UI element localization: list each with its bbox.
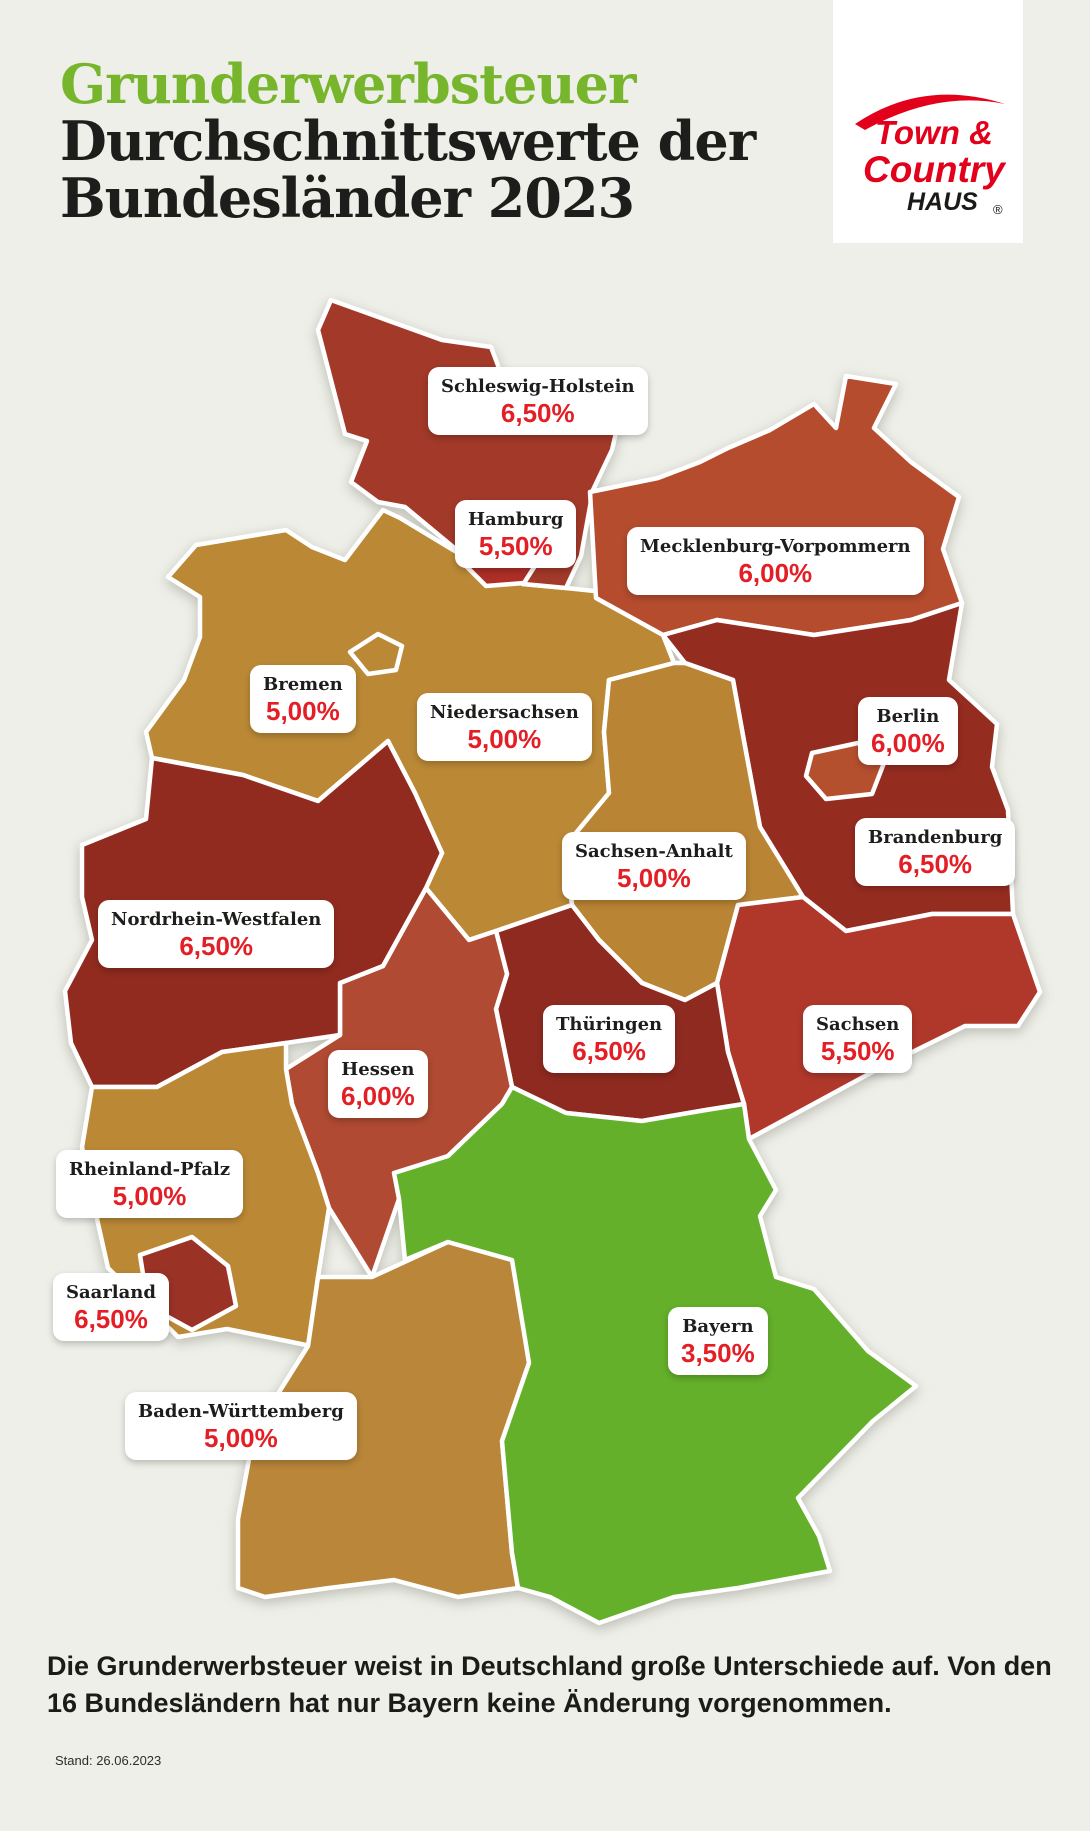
state-value: 6,50% xyxy=(572,1036,646,1066)
state-name: Thüringen xyxy=(556,1014,663,1035)
town-country-haus-logo: Town & Country HAUS ® xyxy=(855,94,1007,217)
state-name: Schleswig-Holstein xyxy=(441,376,635,397)
state-name: Sachsen xyxy=(816,1014,900,1035)
logo-town-text: Town & xyxy=(875,114,993,151)
state-label-hamburg: Hamburg 5,50% xyxy=(455,500,577,568)
state-value: 5,00% xyxy=(204,1423,278,1453)
state-name: Baden-Württemberg xyxy=(138,1401,344,1422)
state-label-saarland: Saarland 6,50% xyxy=(53,1273,169,1341)
state-label-hessen: Hessen 6,00% xyxy=(328,1050,428,1118)
state-label-mecklenburg-vorpommern: Mecklenburg-Vorpommern 6,00% xyxy=(627,527,924,595)
state-label-nordrhein-westfalen: Nordrhein-Westfalen 6,50% xyxy=(98,900,335,968)
state-name: Saarland xyxy=(66,1282,156,1303)
state-value: 6,50% xyxy=(898,849,973,879)
title-line-1: Grunderwerbsteuer xyxy=(60,52,636,116)
state-label-brandenburg: Brandenburg 6,50% xyxy=(855,818,1016,886)
state-label-thueringen: Thüringen 6,50% xyxy=(543,1005,676,1073)
state-value: 6,00% xyxy=(738,558,813,588)
title-line-3: Bundesländer 2023 xyxy=(60,166,635,230)
logo-haus-text: HAUS xyxy=(907,188,978,216)
state-value: 6,00% xyxy=(871,728,945,758)
logo-registered-mark: ® xyxy=(993,202,1003,217)
state-label-bremen: Bremen 5,00% xyxy=(250,665,356,733)
state-value: 3,50% xyxy=(681,1338,755,1368)
state-label-bayern: Bayern 3,50% xyxy=(668,1307,768,1375)
page-title: Grunderwerbsteuer Durchschnittswerte der… xyxy=(60,52,756,230)
state-label-berlin: Berlin 6,00% xyxy=(858,697,958,765)
state-value: 5,00% xyxy=(617,863,691,893)
state-label-schleswig-holstein: Schleswig-Holstein 6,50% xyxy=(428,367,648,435)
state-value: 6,00% xyxy=(341,1081,415,1111)
state-name: Berlin xyxy=(876,706,940,727)
state-value: 5,00% xyxy=(112,1181,187,1211)
footer-text: Die Grunderwerbsteuer weist in Deutschla… xyxy=(47,1648,1052,1722)
state-name: Brandenburg xyxy=(868,827,1003,848)
state-label-sachsen: Sachsen 5,50% xyxy=(803,1005,913,1073)
state-value: 6,50% xyxy=(74,1304,148,1334)
state-name: Hamburg xyxy=(468,509,564,530)
footer-line-2: 16 Bundesländern hat nur Bayern keine Än… xyxy=(47,1688,892,1718)
state-value: 5,50% xyxy=(820,1036,895,1066)
state-value: 6,50% xyxy=(500,398,575,428)
state-bayern xyxy=(391,1084,919,1626)
state-label-baden-wuerttemberg: Baden-Württemberg 5,00% xyxy=(125,1392,357,1460)
state-value: 5,00% xyxy=(266,696,340,726)
footer-line-1: Die Grunderwerbsteuer weist in Deutschla… xyxy=(47,1651,1052,1681)
state-bremen xyxy=(347,631,405,677)
state-name: Mecklenburg-Vorpommern xyxy=(640,536,911,557)
state-name: Bremen xyxy=(263,674,343,695)
state-label-niedersachsen: Niedersachsen 5,00% xyxy=(417,693,592,761)
state-label-sachsen-anhalt: Sachsen-Anhalt 5,00% xyxy=(562,832,746,900)
logo-card: Town & Country HAUS ® xyxy=(833,0,1023,243)
title-line-2: Durchschnittswerte der xyxy=(60,109,756,173)
state-value: 5,50% xyxy=(478,531,553,561)
state-name: Sachsen-Anhalt xyxy=(575,841,733,862)
stand-date: Stand: 26.06.2023 xyxy=(55,1753,162,1768)
state-name: Hessen xyxy=(341,1059,415,1080)
state-value: 6,50% xyxy=(179,931,254,961)
state-name: Bayern xyxy=(682,1316,754,1337)
state-name: Nordrhein-Westfalen xyxy=(111,909,322,930)
logo-swoosh xyxy=(855,94,1005,130)
state-name: Niedersachsen xyxy=(430,702,579,723)
state-label-rheinland-pfalz: Rheinland-Pfalz 5,00% xyxy=(56,1150,244,1218)
logo-country-text: Country xyxy=(863,149,1007,190)
state-value: 5,00% xyxy=(467,724,542,754)
state-name: Rheinland-Pfalz xyxy=(69,1159,231,1180)
